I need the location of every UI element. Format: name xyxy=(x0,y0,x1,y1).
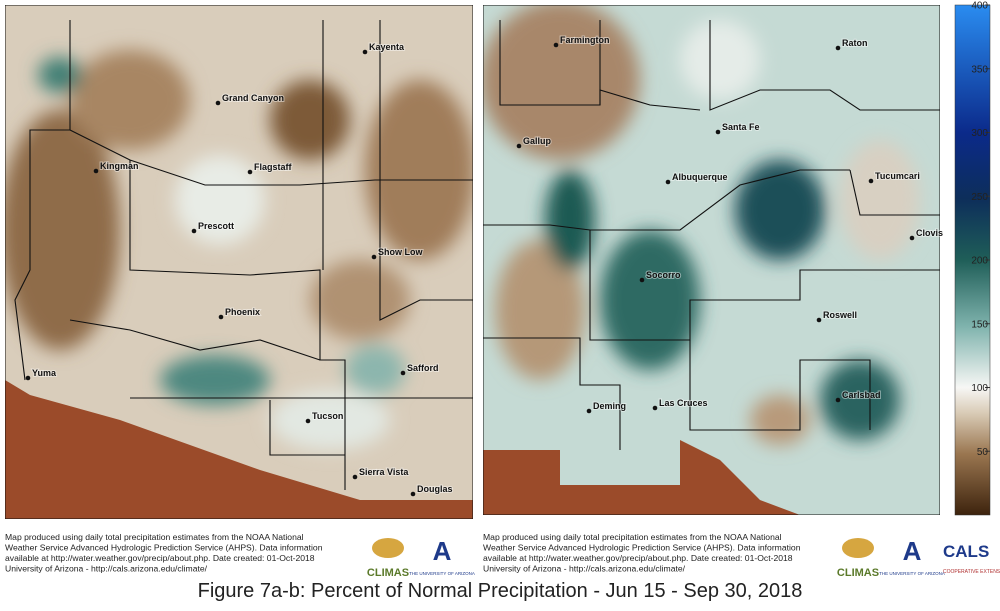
city-label: Deming xyxy=(593,401,626,411)
city-label: Raton xyxy=(842,38,868,48)
city-label: Tucumcari xyxy=(875,171,920,181)
colorbar-label: 350 xyxy=(971,64,988,75)
city-label: Santa Fe xyxy=(722,122,760,132)
city-label: Tucson xyxy=(312,411,343,421)
logo-text: CLIMAS xyxy=(837,567,879,579)
city-label: Clovis xyxy=(916,228,943,238)
city-dot xyxy=(305,418,311,424)
caption: Figure 7a-b: Percent of Normal Precipita… xyxy=(198,580,803,602)
city-dot xyxy=(665,179,671,185)
logo-icon-a: A xyxy=(433,536,452,566)
city-label: Show Low xyxy=(378,247,423,257)
city-dot xyxy=(652,405,658,411)
colorbar-label: 50 xyxy=(977,447,989,458)
city-dot xyxy=(553,42,559,48)
logo-text: CALS xyxy=(943,542,989,561)
arizona-map xyxy=(5,5,473,519)
city-label: Flagstaff xyxy=(254,162,293,172)
city-dot xyxy=(247,169,253,175)
city-dot xyxy=(909,235,915,241)
colorbar-label: 400 xyxy=(971,1,988,12)
new-mexico-map xyxy=(483,5,940,515)
footer-text: Map produced using daily total precipita… xyxy=(483,532,782,542)
footer-text: Weather Service Advanced Hydrologic Pred… xyxy=(483,543,801,553)
footer-text: University of Arizona - http://cals.ariz… xyxy=(483,564,686,574)
logo-text: THE UNIVERSITY OF ARIZONA xyxy=(879,571,945,576)
colorbar-label: 300 xyxy=(971,128,988,139)
logo-text: THE UNIVERSITY OF ARIZONA xyxy=(409,571,475,576)
city-label: Socorro xyxy=(646,270,681,280)
city-dot xyxy=(371,254,377,260)
city-label: Prescott xyxy=(198,221,234,231)
city-dot xyxy=(639,277,645,283)
city-label: Farmington xyxy=(560,35,610,45)
city-dot xyxy=(586,408,592,414)
city-dot xyxy=(835,45,841,51)
colorbar-label: 250 xyxy=(971,192,988,203)
city-dot xyxy=(352,474,358,480)
city-dot xyxy=(191,228,197,234)
city-label: Albuquerque xyxy=(672,172,728,182)
logo-text: CLIMAS xyxy=(367,567,409,579)
city-label: Kayenta xyxy=(369,42,405,52)
logo-icon-a: A xyxy=(903,536,922,566)
city-dot xyxy=(868,178,874,184)
city-label: Sierra Vista xyxy=(359,467,409,477)
city-label: Grand Canyon xyxy=(222,93,284,103)
city-dot xyxy=(835,397,841,403)
city-label: Safford xyxy=(407,363,439,373)
colorbar xyxy=(954,4,991,516)
footer-text: Map produced using daily total precipita… xyxy=(5,532,304,542)
city-label: Roswell xyxy=(823,310,857,320)
city-dot xyxy=(816,317,822,323)
city-label: Kingman xyxy=(100,161,139,171)
footer-text: available at http://water.weather.gov/pr… xyxy=(5,553,315,563)
colorbar-label: 150 xyxy=(971,319,988,330)
city-label: Las Cruces xyxy=(659,398,708,408)
logo-icon xyxy=(842,538,874,558)
city-dot xyxy=(400,370,406,376)
city-label: Phoenix xyxy=(225,307,260,317)
logo-text: COOPERATIVE EXTENSION xyxy=(943,569,1000,575)
city-dot xyxy=(93,168,99,174)
city-dot xyxy=(362,49,368,55)
city-dot xyxy=(215,100,221,106)
footer-text: Weather Service Advanced Hydrologic Pred… xyxy=(5,543,323,553)
colorbar-label: 200 xyxy=(971,256,988,267)
city-dot xyxy=(410,491,416,497)
logo-icon xyxy=(372,538,404,558)
footer-text: University of Arizona - http://cals.ariz… xyxy=(5,564,208,574)
city-label: Douglas xyxy=(417,484,453,494)
city-label: Carlsbad xyxy=(842,390,881,400)
city-dot xyxy=(715,129,721,135)
city-label: Gallup xyxy=(523,136,552,146)
city-dot xyxy=(516,143,522,149)
city-dot xyxy=(25,375,31,381)
colorbar-label: 100 xyxy=(971,383,988,394)
city-dot xyxy=(218,314,224,320)
city-label: Yuma xyxy=(32,368,57,378)
footer-text: available at http://water.weather.gov/pr… xyxy=(483,553,793,563)
